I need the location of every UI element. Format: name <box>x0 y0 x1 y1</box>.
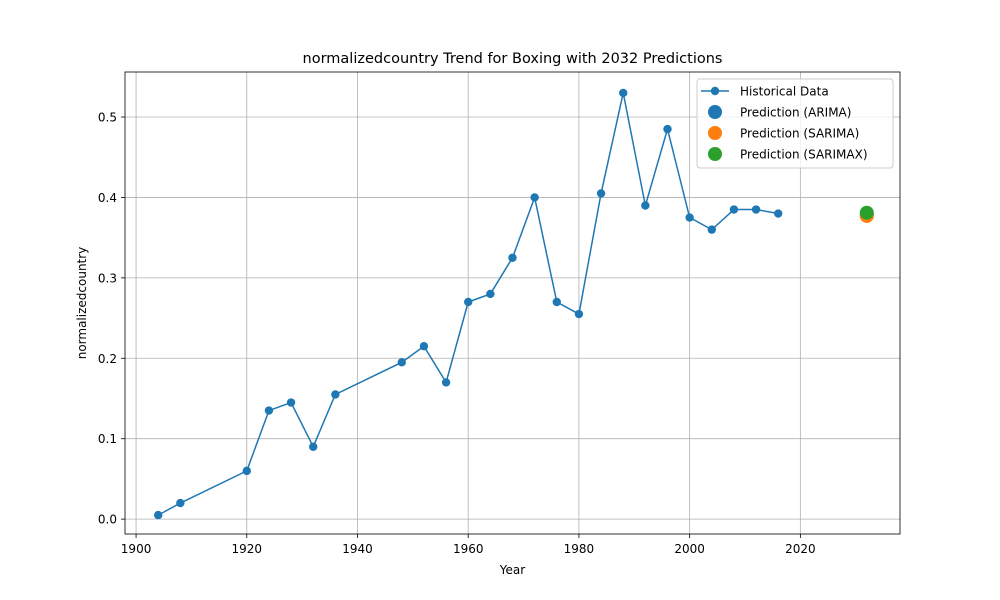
historical-data-point <box>264 406 274 415</box>
prediction-point-prediction-sarimax <box>859 205 874 220</box>
historical-data-point <box>419 342 429 351</box>
y-axis-label: normalizedcountry <box>75 247 89 360</box>
historical-data-point <box>397 358 406 367</box>
y-tick-label: 0.5 <box>98 111 117 125</box>
legend-box <box>696 78 894 169</box>
chart-title: normalizedcountry Trend for Boxing with … <box>303 51 723 67</box>
historical-data-point <box>641 201 650 210</box>
historical-data-point <box>751 205 761 214</box>
historical-data-point <box>176 498 185 508</box>
legend-entry-label: Prediction (ARIMA) <box>740 106 851 120</box>
x-tick-label: 1920 <box>232 542 263 556</box>
historical-data-point <box>441 378 451 387</box>
x-tick-label: 1980 <box>564 542 595 556</box>
x-tick-label: 1900 <box>121 542 152 556</box>
legend-marker-swatch <box>710 86 720 96</box>
x-tick-label: 2000 <box>674 542 705 556</box>
y-tick-label: 0.3 <box>98 271 117 285</box>
legend: Historical Data Prediction (ARIMA) Predict… <box>696 78 894 169</box>
y-axis-ticks: 0.0 0.1 0.2 0.3 0.4 0.5 <box>98 111 125 527</box>
historical-data-point <box>286 398 296 407</box>
historical-data-point <box>154 510 163 520</box>
grid-lines <box>125 72 900 534</box>
historical-data-point <box>574 309 584 319</box>
historical-data-point <box>309 442 318 451</box>
legend-marker-swatch <box>708 105 722 119</box>
series-layer <box>154 88 874 520</box>
x-tick-label: 1960 <box>453 542 484 556</box>
legend-entry-label: Prediction (SARIMA) <box>740 127 859 141</box>
plot-area-frame <box>124 71 901 535</box>
historical-data-point <box>685 213 694 222</box>
x-tick-label: 1940 <box>342 542 373 556</box>
historical-data-point <box>663 124 672 134</box>
y-tick-label: 0.1 <box>98 432 117 446</box>
historical-data-point <box>774 209 783 218</box>
historical-data-point <box>242 466 251 476</box>
legend-marker-swatch <box>708 147 722 161</box>
y-tick-label: 0.2 <box>98 352 117 366</box>
legend-entry-label: Historical Data <box>740 85 829 99</box>
historical-data-point <box>619 88 628 98</box>
x-tick-label: 2020 <box>785 542 816 556</box>
historical-data-point <box>729 205 739 214</box>
historical-data-point <box>486 289 495 299</box>
historical-data-point <box>707 225 716 234</box>
y-tick-label: 0.4 <box>98 191 117 205</box>
x-axis-label: Year <box>499 563 525 577</box>
x-axis-ticks: 1900 1920 1940 1960 1980 2000 2020 <box>121 534 816 556</box>
historical-data-point <box>464 297 473 307</box>
historical-data-point <box>596 189 606 198</box>
historical-data-point <box>552 297 561 307</box>
legend-entry-label: Prediction (SARIMAX) <box>740 148 868 162</box>
historical-data-point <box>530 193 539 202</box>
historical-data-point <box>331 390 340 399</box>
legend-marker-swatch <box>708 126 722 140</box>
y-tick-label: 0.0 <box>98 513 117 527</box>
historical-data-point <box>508 253 517 262</box>
